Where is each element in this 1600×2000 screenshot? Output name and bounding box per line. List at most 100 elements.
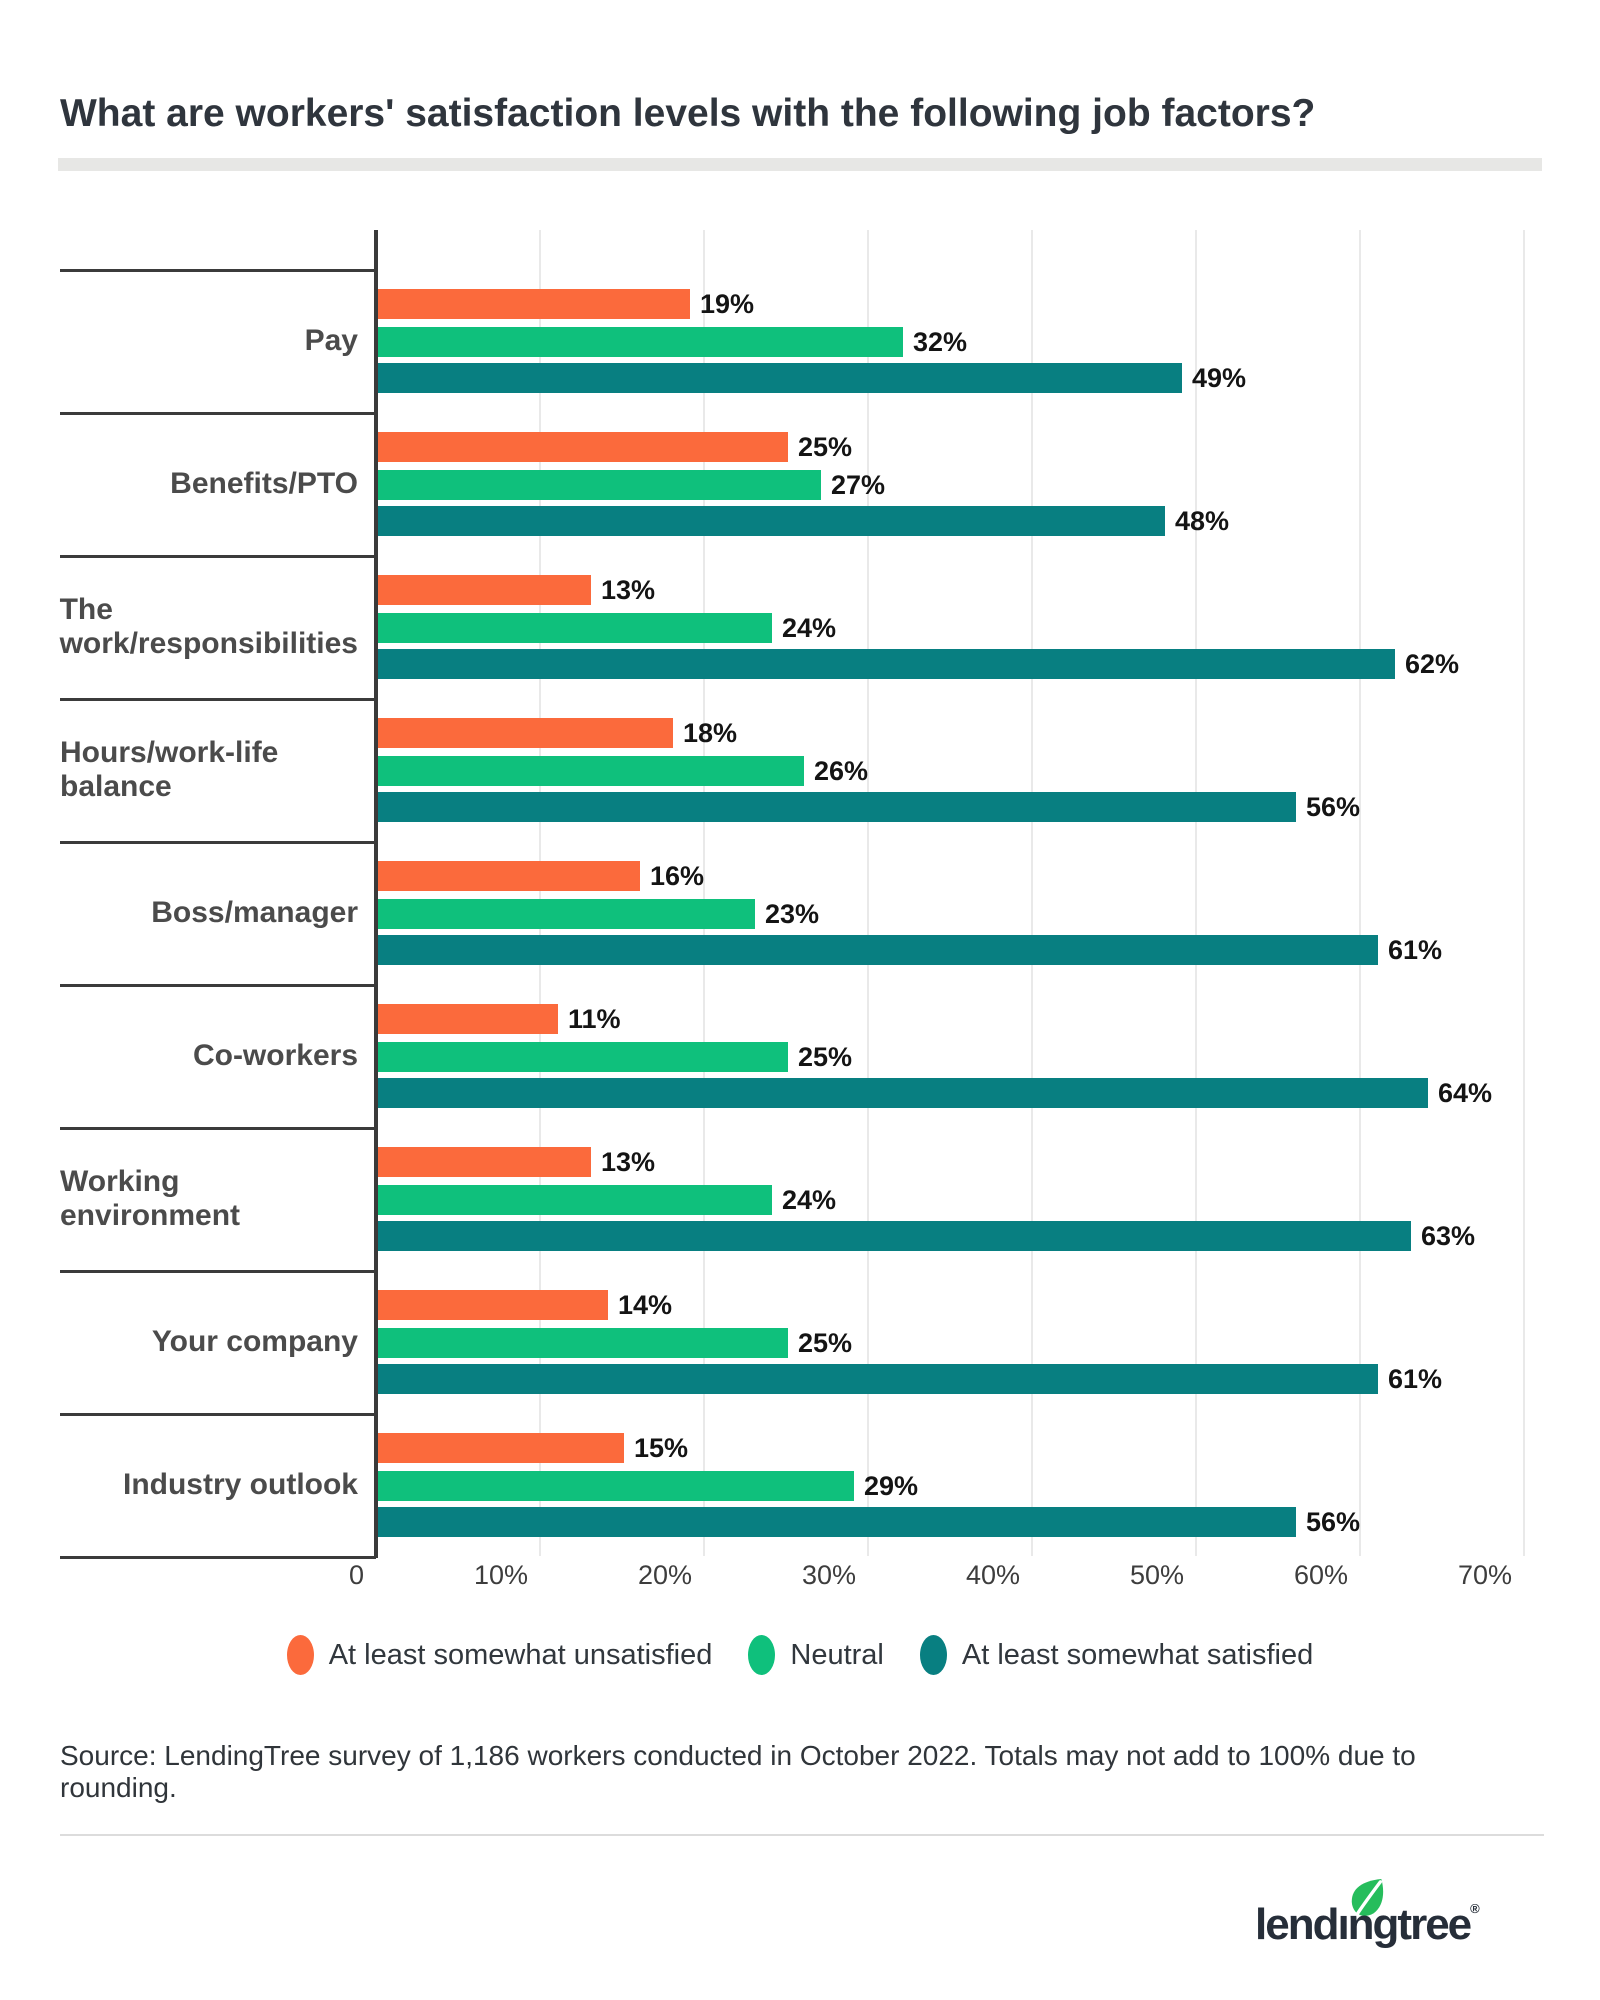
gridline (1359, 230, 1361, 1556)
axis-tick-label: 60% (1293, 1560, 1348, 1590)
value-label: 62% (1405, 649, 1460, 679)
bar (378, 613, 772, 643)
y-axis-line (374, 230, 378, 1558)
value-label: 18% (683, 718, 738, 748)
value-label: 61% (1388, 935, 1443, 965)
bar (378, 470, 821, 500)
legend-label: Neutral (790, 1638, 884, 1671)
value-label: 23% (765, 899, 820, 929)
gridline (539, 230, 541, 1556)
category-label: Pay (304, 323, 358, 357)
bar (378, 718, 673, 748)
value-label: 13% (601, 1147, 656, 1177)
value-label: 16% (650, 861, 705, 891)
chart-legend: At least somewhat unsatisfied Neutral At l… (0, 1630, 1600, 1680)
bar (378, 1078, 1428, 1108)
axis-tick-label: 30% (801, 1560, 856, 1590)
gridline (1195, 230, 1197, 1556)
legend-item: Neutral (748, 1635, 884, 1675)
bar (378, 1433, 624, 1463)
value-label: 32% (913, 327, 968, 357)
category-label: The work/responsibilities (59, 592, 358, 660)
registered-mark: ® (1470, 1901, 1480, 1916)
value-label: 63% (1421, 1221, 1476, 1251)
row-separator (60, 984, 376, 987)
bar (378, 792, 1296, 822)
bar (378, 575, 591, 605)
row-separator (60, 269, 376, 272)
category-label: Hours/work-life balance (60, 735, 279, 803)
bar (378, 289, 690, 319)
value-label: 24% (782, 613, 837, 643)
value-label: 24% (782, 1185, 837, 1215)
bar (378, 1364, 1378, 1394)
category-label: Industry outlook (123, 1467, 358, 1501)
value-label: 25% (798, 1042, 853, 1072)
legend-label: At least somewhat satisfied (961, 1638, 1314, 1671)
bar (378, 935, 1378, 965)
row-separator (60, 412, 376, 415)
axis-tick-label: 20% (637, 1560, 692, 1590)
legend-dot-icon (286, 1635, 314, 1675)
axis-tick-label: 70% (1457, 1560, 1512, 1590)
axis-tick-label: 40% (965, 1560, 1020, 1590)
legend-dot-icon (919, 1635, 947, 1675)
value-label: 49% (1192, 363, 1247, 393)
row-separator (60, 1413, 376, 1416)
value-label: 14% (618, 1290, 673, 1320)
gridline (867, 230, 869, 1556)
bar (378, 432, 788, 462)
category-label: Working environment (60, 1164, 241, 1232)
bar (378, 1147, 591, 1177)
source-note: Source: LendingTree survey of 1,186 work… (60, 1740, 1416, 1803)
gridline (703, 230, 705, 1556)
bar (378, 1471, 854, 1501)
legend-item: At least somewhat satisfied (919, 1635, 1314, 1675)
lendingtree-logo: lendıngtree® (1255, 1876, 1555, 1966)
value-label: 48% (1175, 506, 1230, 536)
category-label: Boss/manager (151, 895, 358, 929)
value-label: 64% (1438, 1078, 1493, 1108)
bar (378, 1185, 772, 1215)
row-separator (60, 1556, 376, 1559)
gridline (1031, 230, 1033, 1556)
bar (378, 899, 755, 929)
value-label: 15% (634, 1433, 689, 1463)
legend-item: At least somewhat unsatisfied (286, 1635, 713, 1675)
row-separator (60, 698, 376, 701)
gridline (1523, 230, 1525, 1556)
legend-label: At least somewhat unsatisfied (328, 1638, 713, 1671)
bar (378, 1221, 1411, 1251)
bar (378, 1004, 558, 1034)
value-label: 61% (1388, 1364, 1443, 1394)
bar (378, 1290, 608, 1320)
axis-tick-label: 10% (473, 1560, 528, 1590)
value-label: 19% (700, 289, 755, 319)
leaf-icon (1351, 1879, 1384, 1917)
bar (378, 1507, 1296, 1537)
bar (378, 861, 640, 891)
value-label: 29% (864, 1471, 919, 1501)
axis-tick-label: 50% (1129, 1560, 1184, 1590)
bar (378, 327, 903, 357)
category-label: Co-workers (192, 1038, 358, 1072)
chart-title: What are workers' satisfaction levels wi… (60, 92, 1316, 135)
row-separator (60, 1270, 376, 1273)
value-label: 56% (1306, 1507, 1361, 1537)
value-label: 25% (798, 432, 853, 462)
value-label: 26% (814, 756, 869, 786)
legend-dot-icon (748, 1635, 776, 1675)
logo-wordmark: lendıngtree® (1255, 1900, 1480, 1949)
row-separator (60, 555, 376, 558)
bar (378, 1328, 788, 1358)
row-separator (60, 1127, 376, 1130)
bar (378, 649, 1395, 679)
row-separator (60, 841, 376, 844)
category-label: Your company (151, 1324, 358, 1358)
bar (378, 756, 804, 786)
value-label: 56% (1306, 792, 1361, 822)
footer-divider (60, 1834, 1544, 1836)
value-label: 11% (568, 1004, 621, 1034)
axis-tick-label: 0 (348, 1560, 364, 1590)
